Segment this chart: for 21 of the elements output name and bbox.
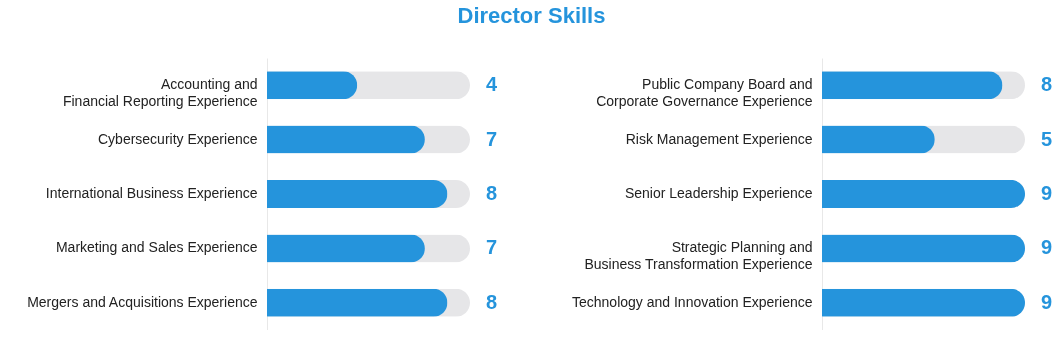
data-label: 9 (1041, 182, 1053, 204)
y-tick-label: Marketing and Sales Experience (55, 239, 258, 256)
y-tick-label: Mergers and Acquisitions Experience (27, 293, 258, 310)
y-tick-label: Cybersecurity Experience (97, 130, 258, 147)
y-tick-label: Strategic Planning and Business Transformation Experience (584, 239, 813, 273)
y-tick-label: Public Company Board and Corporate Governance Experience (596, 76, 813, 110)
data-label: 8 (486, 182, 498, 204)
y-tick-label: Senior Leadership Experience (624, 185, 813, 201)
data-label: 8 (1041, 73, 1053, 96)
data-label: 9 (1041, 290, 1053, 313)
y-tick-label: Risk Management Experience (625, 130, 813, 147)
data-label: 8 (486, 290, 498, 313)
y-tick-label: Technology and Innovation Experience (571, 293, 813, 310)
data-label: 5 (1041, 127, 1053, 150)
data-label: 4 (486, 73, 498, 96)
data-label: 9 (1041, 236, 1053, 259)
text: Director Skills (456, 2, 607, 30)
data-label: 7 (486, 127, 498, 150)
y-tick-label: International Business Experience (45, 185, 258, 201)
y-tick-label: Accounting and Financial Reporting Experience (62, 76, 258, 110)
data-label: 7 (486, 236, 498, 259)
